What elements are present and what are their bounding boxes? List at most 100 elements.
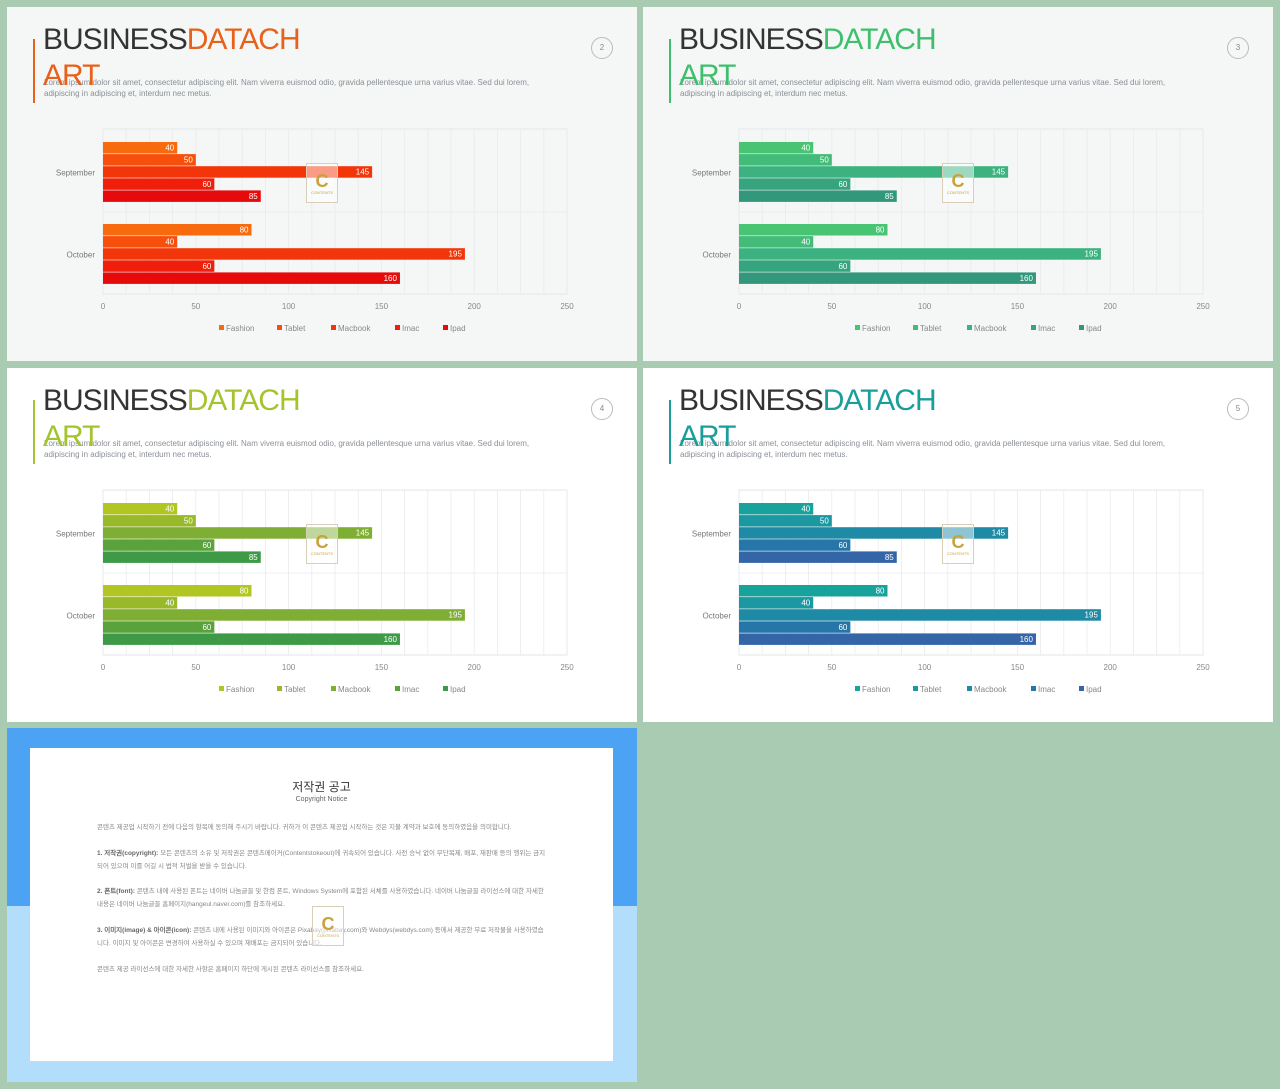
watermark-letter: C — [315, 170, 329, 191]
bar-ipad — [739, 551, 897, 563]
slide-4[interactable]: BUSINESSDATACH Lorem ipsum dolor sit amet… — [7, 368, 637, 722]
x-tick-label: 150 — [375, 302, 389, 311]
notice-card: 저작권 공고 Copyright Notice 콘텐츠 제공업 시작하기 전에 … — [30, 748, 613, 1061]
legend-label: Fashion — [226, 324, 254, 333]
x-tick-label: 100 — [282, 663, 296, 672]
data-label: 160 — [1020, 635, 1034, 644]
legend-label: Imac — [402, 685, 419, 694]
data-label: 85 — [249, 192, 258, 201]
bar-imac — [103, 621, 215, 633]
bar-imac — [739, 539, 851, 551]
notice-intro: 콘텐츠 제공업 시작하기 전에 다음의 항목에 동의해 주시기 바랍니다. 귀하… — [97, 824, 512, 831]
bar-fashion — [103, 503, 178, 515]
legend-label: Tablet — [284, 324, 306, 333]
x-tick-label: 100 — [282, 302, 296, 311]
bar-ipad — [739, 633, 1036, 645]
bar-fashion — [739, 585, 888, 597]
x-tick-label: 50 — [827, 663, 836, 672]
legend-label: Macbook — [974, 685, 1007, 694]
category-label: September — [56, 529, 95, 538]
bar-macbook — [739, 609, 1101, 621]
slide-2[interactable]: BUSINESSDATACH Lorem ipsum dolor sit amet… — [7, 7, 637, 361]
data-label: 60 — [838, 623, 847, 632]
bar-macbook — [103, 166, 373, 178]
bar-chart: 0 50 100 150 200 250 September October 40 50 145 60… — [692, 128, 1210, 333]
legend-swatch — [277, 686, 282, 691]
title-part1: BUSINESS — [43, 23, 188, 56]
legend-label: Imac — [402, 324, 419, 333]
x-tick-label: 50 — [191, 663, 200, 672]
title-part1: BUSINESS — [679, 384, 824, 417]
data-label: 85 — [885, 192, 894, 201]
bar-imac — [103, 539, 215, 551]
x-tick-label: 250 — [1196, 302, 1210, 311]
x-tick-label: 200 — [1104, 663, 1118, 672]
data-label: 50 — [184, 517, 193, 526]
title-accent-bar — [669, 39, 671, 103]
legend-label: Macbook — [974, 324, 1007, 333]
bar-ipad — [103, 272, 400, 284]
bar-tablet — [103, 154, 196, 166]
legend-label: Fashion — [226, 685, 254, 694]
watermark-logo: C CONTENTS — [312, 906, 344, 946]
bar-macbook — [739, 248, 1101, 260]
bar-macbook — [103, 609, 465, 621]
slide-5[interactable]: BUSINESSDATACH Lorem ipsum dolor sit amet… — [643, 368, 1273, 722]
data-label: 145 — [992, 529, 1006, 538]
notice-p2-text: 콘텐츠 내에 사용된 폰트는 네이버 나눔글꼴 및 한컴 폰트, Windows… — [97, 888, 544, 909]
copyright-slide[interactable]: 저작권 공고 Copyright Notice 콘텐츠 제공업 시작하기 전에 … — [7, 728, 637, 1082]
bar-macbook — [103, 248, 465, 260]
data-label: 50 — [820, 517, 829, 526]
x-tick-label: 100 — [918, 663, 932, 672]
data-label: 40 — [801, 505, 810, 514]
x-tick-label: 200 — [468, 663, 482, 672]
data-label: 40 — [801, 144, 810, 153]
notice-paragraph-3: 3. 이미지(image) & 아이콘(icon): 콘텐츠 내에 사용된 이미… — [97, 925, 549, 951]
bar-imac — [103, 178, 215, 190]
slide-description: Lorem ipsum dolor sit amet, consectetur … — [680, 78, 1166, 98]
bar-chart: 0 50 100 150 200 250 September October 40 50 145 60… — [56, 128, 574, 333]
bar-tablet — [103, 236, 178, 248]
x-tick-label: 150 — [1011, 663, 1025, 672]
bar-ipad — [739, 190, 897, 202]
notice-paragraph-2: 2. 폰트(font): 콘텐츠 내에 사용된 폰트는 네이버 나눔글꼴 및 한… — [97, 886, 549, 912]
x-tick-label: 250 — [560, 302, 574, 311]
category-label: September — [692, 168, 731, 177]
bar-fashion — [103, 585, 252, 597]
data-label: 40 — [801, 599, 810, 608]
bar-chart: 0 50 100 150 200 250 September October 40 50 145 60… — [56, 489, 574, 694]
title-part2: DATACH — [822, 384, 937, 417]
notice-p1-label: 1. 저작권(copyright): — [97, 849, 159, 857]
watermark-letter: C — [315, 531, 329, 552]
page-number: 2 — [591, 37, 613, 59]
data-label: 80 — [876, 587, 885, 596]
legend-swatch — [1079, 325, 1084, 330]
data-label: 40 — [165, 238, 174, 247]
legend-swatch — [331, 686, 336, 691]
data-label: 80 — [876, 226, 885, 235]
data-label: 40 — [165, 505, 174, 514]
bar-ipad — [103, 551, 261, 563]
x-tick-label: 0 — [101, 663, 106, 672]
data-label: 195 — [1085, 250, 1099, 259]
notice-body: 콘텐츠 제공업 시작하기 전에 다음의 항목에 동의해 주시기 바랍니다. 귀하… — [97, 822, 549, 989]
slide-description: Lorem ipsum dolor sit amet, consectetur … — [44, 439, 530, 459]
x-tick-label: 200 — [1104, 302, 1118, 311]
legend-label: Imac — [1038, 324, 1055, 333]
legend-label: Imac — [1038, 685, 1055, 694]
slide-description: Lorem ipsum dolor sit amet, consectetur … — [680, 439, 1166, 459]
legend-swatch — [913, 325, 918, 330]
bar-ipad — [103, 633, 400, 645]
legend-label: Ipad — [450, 685, 466, 694]
x-tick-label: 0 — [101, 302, 106, 311]
bar-macbook — [739, 166, 1009, 178]
page-number: 4 — [591, 398, 613, 420]
x-tick-label: 0 — [737, 302, 742, 311]
data-label: 60 — [838, 262, 847, 271]
bar-imac — [739, 621, 851, 633]
data-label: 85 — [885, 553, 894, 562]
data-label: 60 — [202, 623, 211, 632]
data-label: 50 — [820, 156, 829, 165]
slide-3[interactable]: BUSINESSDATACH Lorem ipsum dolor sit amet… — [643, 7, 1273, 361]
slide-description: Lorem ipsum dolor sit amet, consectetur … — [44, 78, 530, 98]
